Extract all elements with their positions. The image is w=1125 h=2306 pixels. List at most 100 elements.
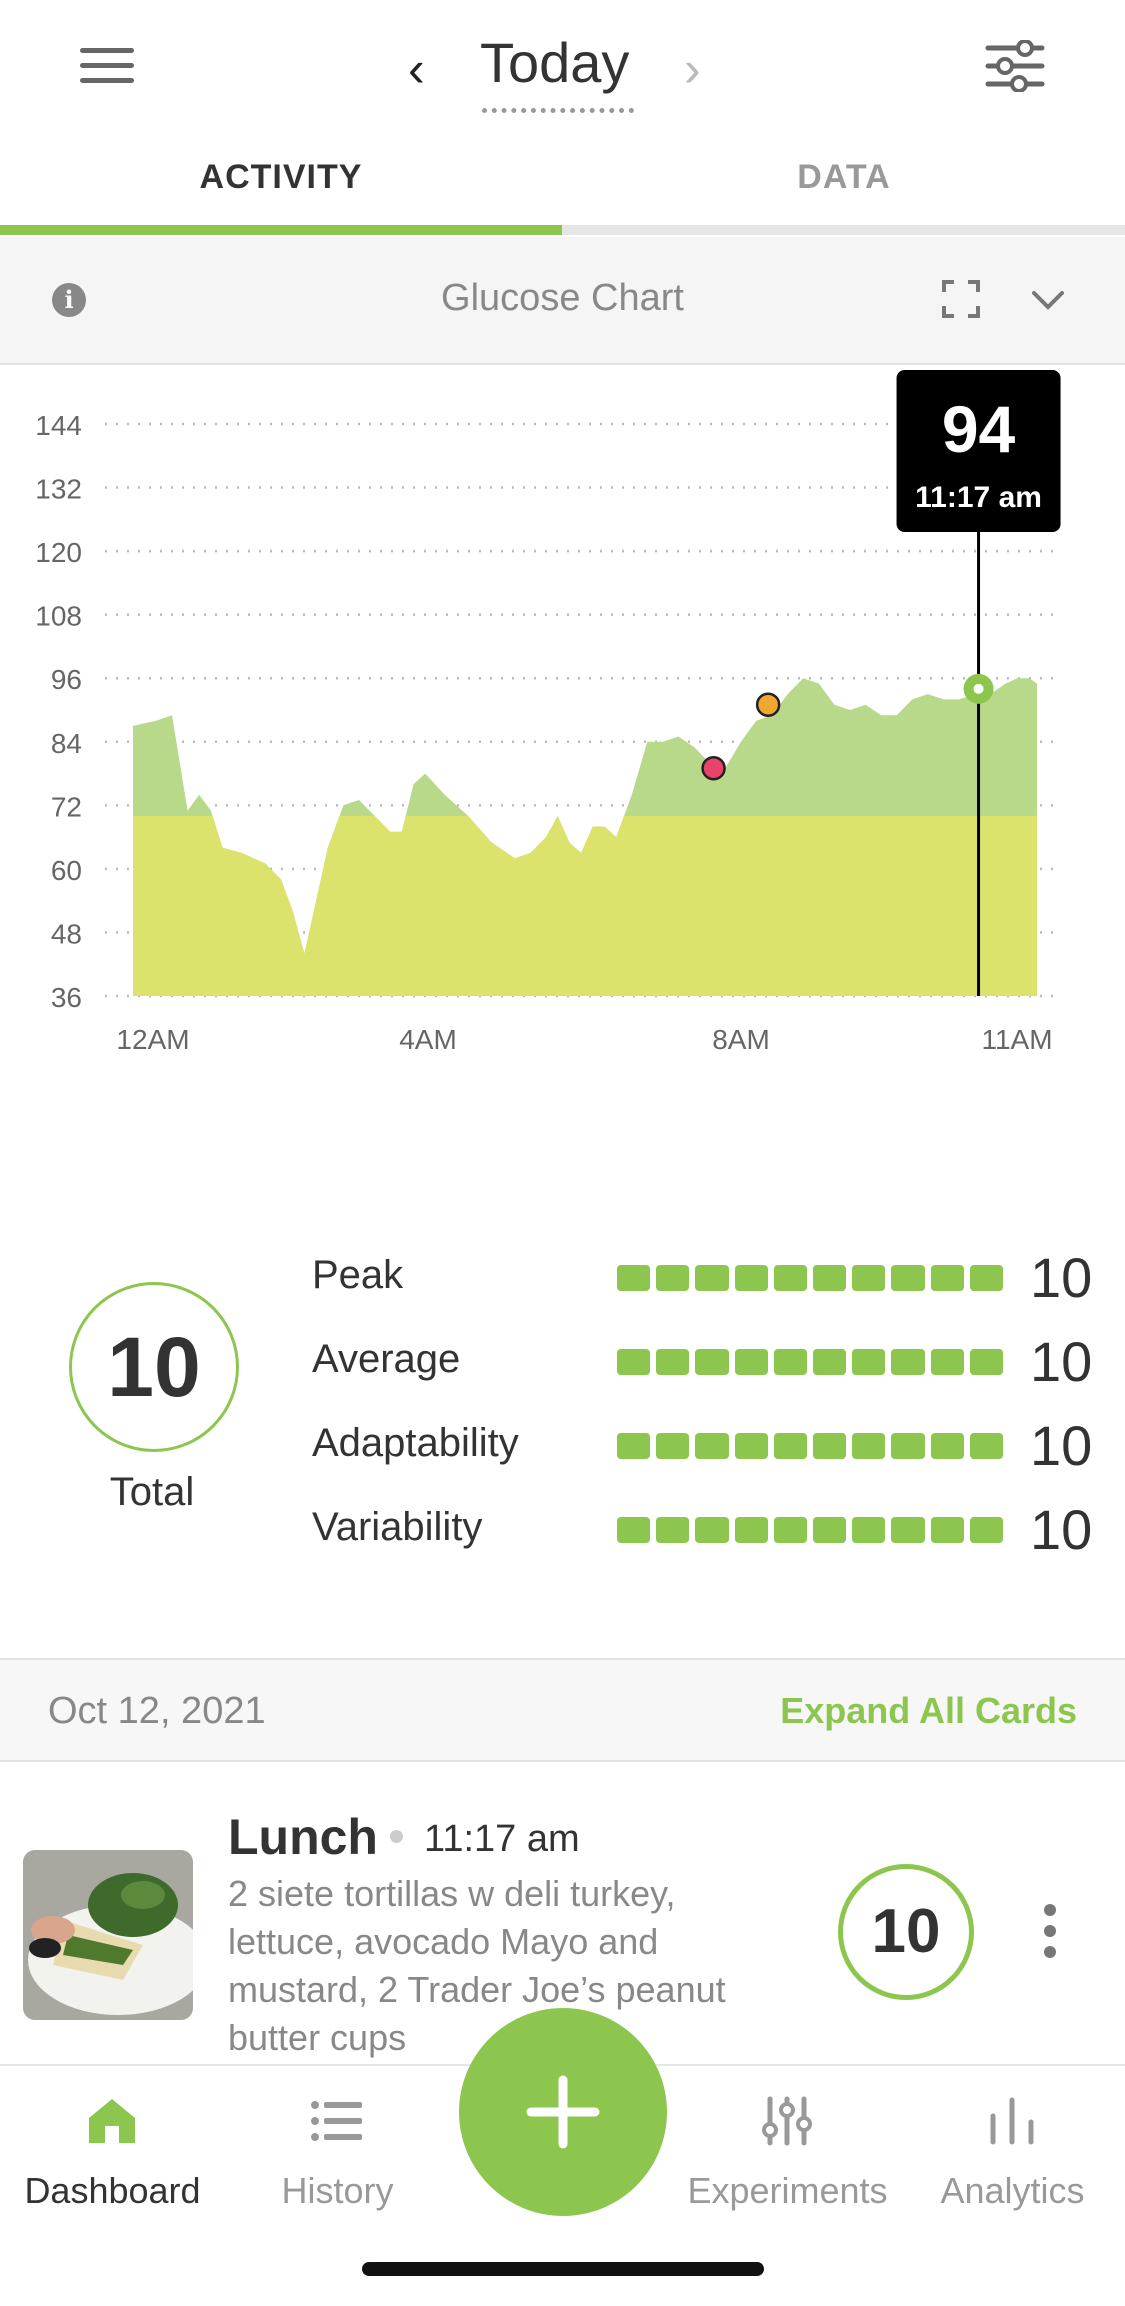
- metric-bar-segment: [734, 1349, 768, 1375]
- y-tick-label: 72: [51, 791, 82, 822]
- menu-icon[interactable]: [80, 48, 134, 84]
- tab-activity[interactable]: ACTIVITY: [199, 158, 363, 196]
- metric-bar-segment: [656, 1265, 690, 1291]
- metric-bar-segment: [969, 1265, 1004, 1291]
- meal-time: 11:17 am: [424, 1818, 580, 1860]
- filter-sliders-icon[interactable]: [985, 39, 1045, 93]
- value-tooltip: 94 11:17 am: [896, 370, 1061, 996]
- metric-bar-segment: [813, 1433, 847, 1459]
- nav-label-analytics: Analytics: [940, 2170, 1085, 2211]
- info-icon[interactable]: i: [52, 283, 86, 317]
- x-tick-label: 4AM: [399, 1024, 457, 1055]
- top-header: ‹ Today ›: [0, 0, 1125, 135]
- tooltip-box: [896, 370, 1061, 532]
- metric-value-variability: 10: [1030, 1498, 1093, 1561]
- glucose-chart[interactable]: 144 132 120 108 96 84 72 60 48 36 12AM 4AM 8AM 11AM 9…: [0, 365, 1125, 1065]
- current-reading-point-center: [973, 683, 984, 694]
- y-tick-label: 108: [35, 601, 82, 632]
- metric-label-variability: Variability: [312, 1505, 483, 1549]
- y-tick-label: 84: [51, 728, 82, 759]
- y-tick-label: 60: [51, 855, 82, 886]
- y-tick-label: 48: [51, 918, 82, 949]
- metric-bar-segment: [813, 1265, 847, 1291]
- metric-label-average: Average: [312, 1337, 461, 1381]
- metric-bar-segment: [852, 1349, 886, 1375]
- meal-marker: [755, 692, 781, 717]
- add-button[interactable]: [459, 2008, 667, 2216]
- metric-bar-segment: [891, 1517, 925, 1543]
- metric-bars-variability: [617, 1517, 1004, 1543]
- meal-title[interactable]: Lunch: [228, 1809, 378, 1865]
- metric-bar-segment: [930, 1517, 964, 1543]
- metric-bar-segment: [852, 1433, 886, 1459]
- metric-bars-peak: [617, 1265, 1004, 1291]
- y-tick-label: 96: [51, 664, 82, 695]
- metric-bar-segment: [813, 1517, 847, 1543]
- metric-bar-segment: [773, 1517, 808, 1543]
- metric-bar-segment: [617, 1265, 651, 1291]
- more-options-icon[interactable]: [1038, 1904, 1062, 1964]
- tooltip-time: 11:17 am: [915, 481, 1042, 514]
- metric-value-peak: 10: [1030, 1246, 1093, 1309]
- x-tick-label: 8AM: [712, 1024, 770, 1055]
- metric-bar-segment: [969, 1349, 1004, 1375]
- x-tick-label: 12AM: [116, 1024, 189, 1055]
- fullscreen-icon[interactable]: [942, 280, 980, 318]
- date-bar: Oct 12, 2021 Expand All Cards: [0, 1658, 1125, 1762]
- chevron-down-icon[interactable]: [1028, 285, 1068, 315]
- metric-value-adaptability: 10: [1030, 1414, 1093, 1477]
- prev-day-chevron-icon[interactable]: ‹: [408, 41, 425, 97]
- metric-bar-segment: [930, 1349, 964, 1375]
- metric-bar-segment: [734, 1517, 768, 1543]
- nav-history[interactable]: History: [225, 2066, 450, 2216]
- metric-bar-segment: [930, 1433, 964, 1459]
- chart-title: Glucose Chart: [441, 277, 684, 319]
- nav-label-history: History: [281, 2170, 394, 2211]
- nav-dashboard[interactable]: Dashboard: [0, 2066, 225, 2216]
- metric-bar-segment: [852, 1517, 886, 1543]
- meal-description: 2 siete tortillas w deli turkey, lettuce…: [228, 1873, 726, 2058]
- title-dotted-underline: [482, 108, 634, 113]
- metric-bar-segment: [734, 1265, 768, 1291]
- page-title[interactable]: Today: [480, 31, 630, 94]
- metric-bar-segment: [891, 1265, 925, 1291]
- total-score-ring: 10: [69, 1282, 239, 1452]
- metric-bar-segment: [891, 1349, 925, 1375]
- meal-photo[interactable]: [23, 1850, 193, 2020]
- tab-track: [0, 225, 1125, 235]
- metric-bar-segment: [891, 1433, 925, 1459]
- y-tick-label: 120: [35, 537, 82, 568]
- metric-label-peak: Peak: [312, 1253, 404, 1297]
- tab-data[interactable]: DATA: [797, 158, 891, 196]
- metric-bar-segment: [656, 1433, 690, 1459]
- metric-bar-segment: [617, 1517, 651, 1543]
- metric-bars-adaptability: [617, 1433, 1004, 1459]
- x-tick-label: 11AM: [981, 1024, 1052, 1055]
- metric-bar-segment: [617, 1433, 651, 1459]
- metric-bar-segment: [695, 1517, 729, 1543]
- metric-label-adaptability: Adaptability: [312, 1421, 519, 1465]
- expand-all-cards-button[interactable]: Expand All Cards: [780, 1690, 1077, 1731]
- meal-score-ring: 10: [838, 1864, 974, 2000]
- metric-bars-average: [617, 1349, 1004, 1375]
- plus-icon: [526, 2075, 600, 2149]
- metric-bar-segment: [656, 1517, 690, 1543]
- y-tick-label: 132: [35, 474, 82, 505]
- metric-bar-segment: [695, 1265, 729, 1291]
- metric-bar-segment: [930, 1265, 964, 1291]
- nav-label-dashboard: Dashboard: [24, 2170, 201, 2211]
- metric-bar-segment: [695, 1349, 729, 1375]
- next-day-chevron-icon[interactable]: ›: [684, 41, 701, 97]
- y-tick-label: 36: [51, 982, 82, 1013]
- total-score-label: Total: [109, 1470, 195, 1514]
- total-score-value: 10: [107, 1320, 201, 1414]
- nav-experiments[interactable]: Experiments: [675, 2066, 900, 2216]
- metric-value-average: 10: [1030, 1330, 1093, 1393]
- home-indicator: [362, 2262, 764, 2276]
- meal-score-value: 10: [871, 1897, 941, 1966]
- glucose-area-below: [133, 815, 1037, 996]
- metric-bar-segment: [773, 1265, 808, 1291]
- metric-bar-segment: [656, 1349, 690, 1375]
- chart-header: Glucose Chart i: [0, 237, 1125, 365]
- nav-analytics[interactable]: Analytics: [900, 2066, 1125, 2216]
